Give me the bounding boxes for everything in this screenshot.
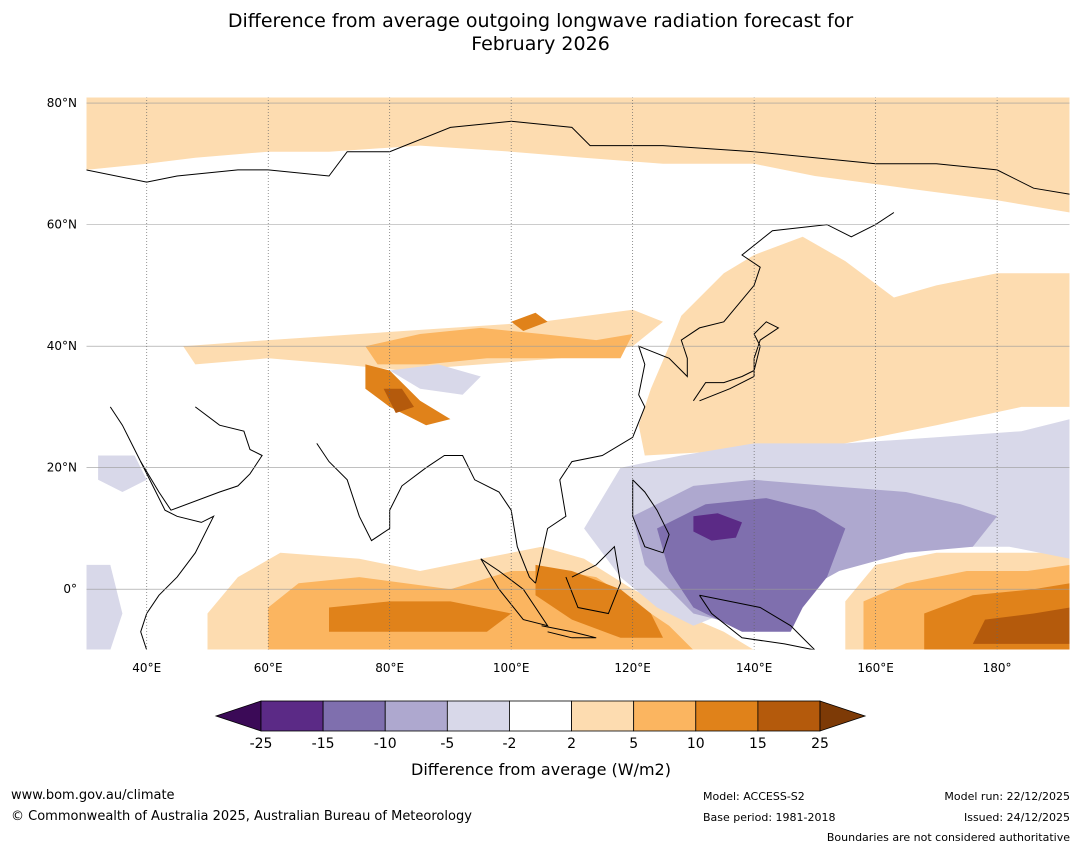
lon-tick-label: 60°E [254, 661, 283, 675]
colorbar-over-arrow [819, 700, 867, 732]
lat-tick-label: 0° [63, 582, 77, 596]
region-himalaya-very-strong [383, 388, 414, 413]
coastline-borneo [565, 545, 622, 615]
lon-tick-label: 80°E [375, 661, 404, 675]
lon-tick-label: 160°E [857, 661, 894, 675]
colorbar-tick-label: -2 [502, 736, 516, 752]
colorbar-tick-label: 5 [629, 736, 638, 752]
colorbar-segment [695, 700, 759, 732]
axis-ticks: 80°N 60°N 40°N 20°N 0° 40°E 60°E 80°E 100°E 120°E… [47, 96, 1012, 675]
lat-tick-label: 40°N [47, 339, 77, 353]
colorbar-tick-label: -25 [250, 736, 273, 752]
colorbar-segment [260, 700, 324, 732]
colorbar-segment [633, 700, 697, 732]
colorbar-tick-label: 2 [567, 736, 576, 752]
map-plot-area [86, 97, 1070, 650]
colorbar-tick-label: 15 [749, 736, 767, 752]
lat-tick-label: 60°N [47, 218, 77, 232]
copyright-text: © Commonwealth of Australia 2025, Austra… [11, 809, 472, 824]
lon-tick-label: 40°E [132, 661, 161, 675]
issued-text: Issued: 24/12/2025 [963, 811, 1070, 824]
colorbar-tick-label: -10 [374, 736, 397, 752]
coastline-sumatra [480, 558, 549, 627]
base-period-text: Base period: 1981-2018 [703, 811, 836, 824]
region-southern-io-strong [329, 601, 512, 632]
colorbar-tick-label: -5 [440, 736, 454, 752]
coastline-arabia [140, 406, 263, 511]
lat-tick-label: 20°N [47, 461, 77, 475]
colorbar-segment [446, 700, 510, 732]
colorbar: -25 -15 -10 -5 -2 2 5 10 15 25 [214, 700, 867, 752]
disclaimer-text: Boundaries are not considered authoritat… [826, 831, 1070, 844]
model-run-text: Model run: 22/12/2025 [944, 790, 1070, 803]
colorbar-segment [384, 700, 448, 732]
lat-tick-label: 80°N [47, 96, 77, 110]
lon-tick-label: 140°E [736, 661, 773, 675]
region-tibet-negative [389, 364, 481, 395]
colorbar-segment [509, 700, 572, 732]
coastline-arctic [86, 120, 1070, 195]
region-mongolia-strong [511, 312, 548, 331]
colorbar-under-arrow [214, 700, 262, 732]
region-himalaya-strong [365, 364, 451, 426]
coastline-philippines [632, 479, 670, 554]
chart-title: Difference from average outgoing longwav… [0, 10, 1081, 56]
region-east-philippines-strongest [693, 513, 742, 541]
region-east-africa-negative [86, 564, 123, 650]
model-text: Model: ACCESS-S2 [703, 790, 805, 803]
coastline-east-asia [535, 212, 895, 584]
lon-tick-label: 120°E [614, 661, 651, 675]
lon-tick-label: 100°E [493, 661, 530, 675]
colorbar-segment [322, 700, 386, 732]
website-link[interactable]: www.bom.gov.au/climate [11, 788, 175, 803]
map-frame [85, 96, 1071, 651]
colorbar-segment [757, 700, 821, 732]
colorbar-segment [571, 700, 635, 732]
lon-tick-label: 180° [983, 661, 1012, 675]
region-maritime-strong [535, 564, 663, 638]
chart-title-line-1: Difference from average outgoing longwav… [227, 10, 854, 32]
coastline-java [541, 625, 597, 639]
colorbar-tick-label: -15 [312, 736, 335, 752]
colorbar-tick-label: 10 [687, 736, 705, 752]
coastline-new-guinea [699, 594, 816, 650]
colorbar-label: Difference from average (W/m2) [411, 760, 671, 779]
region-red-sea-negative [98, 455, 147, 492]
chart-title-line-2: February 2026 [471, 33, 610, 55]
colorbar-tick-label: 25 [811, 736, 829, 752]
region-arctic-positive [86, 97, 1070, 213]
